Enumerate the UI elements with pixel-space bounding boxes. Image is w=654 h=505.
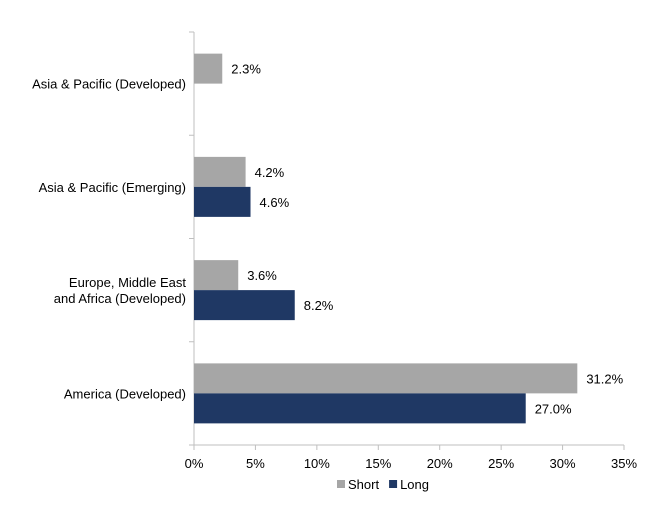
category-label: Europe, Middle East — [69, 275, 186, 290]
x-tick-label: 25% — [488, 456, 514, 471]
data-label: 4.6% — [260, 195, 290, 210]
x-tick-label: 10% — [304, 456, 330, 471]
bar-long — [194, 186, 251, 217]
category-label: Asia & Pacific (Emerging) — [39, 180, 186, 195]
category-label: Asia & Pacific (Developed) — [32, 77, 186, 92]
x-tick-label: 15% — [365, 456, 391, 471]
bar-long — [194, 393, 526, 424]
data-label: 4.2% — [255, 165, 285, 180]
bar-short — [194, 260, 239, 291]
bar-short — [194, 363, 578, 394]
x-tick-label: 5% — [246, 456, 265, 471]
category-label: and Africa (Developed) — [54, 291, 186, 306]
data-label: 31.2% — [586, 371, 623, 386]
data-label: 8.2% — [304, 298, 334, 313]
legend-swatch-long — [389, 480, 398, 488]
x-tick-label: 30% — [550, 456, 576, 471]
bar-short — [194, 156, 246, 187]
bar-short — [194, 53, 223, 84]
data-label: 2.3% — [231, 62, 261, 77]
x-tick-label: 20% — [427, 456, 453, 471]
x-tick-label: 35% — [611, 456, 637, 471]
data-label: 3.6% — [247, 268, 277, 283]
category-label: America (Developed) — [64, 386, 186, 401]
legend-label: Long — [400, 477, 429, 492]
legend-label: Short — [348, 477, 379, 492]
bar-long — [194, 290, 295, 321]
legend-swatch-short — [337, 480, 345, 488]
data-label: 27.0% — [535, 401, 572, 416]
x-tick-label: 0% — [185, 456, 204, 471]
